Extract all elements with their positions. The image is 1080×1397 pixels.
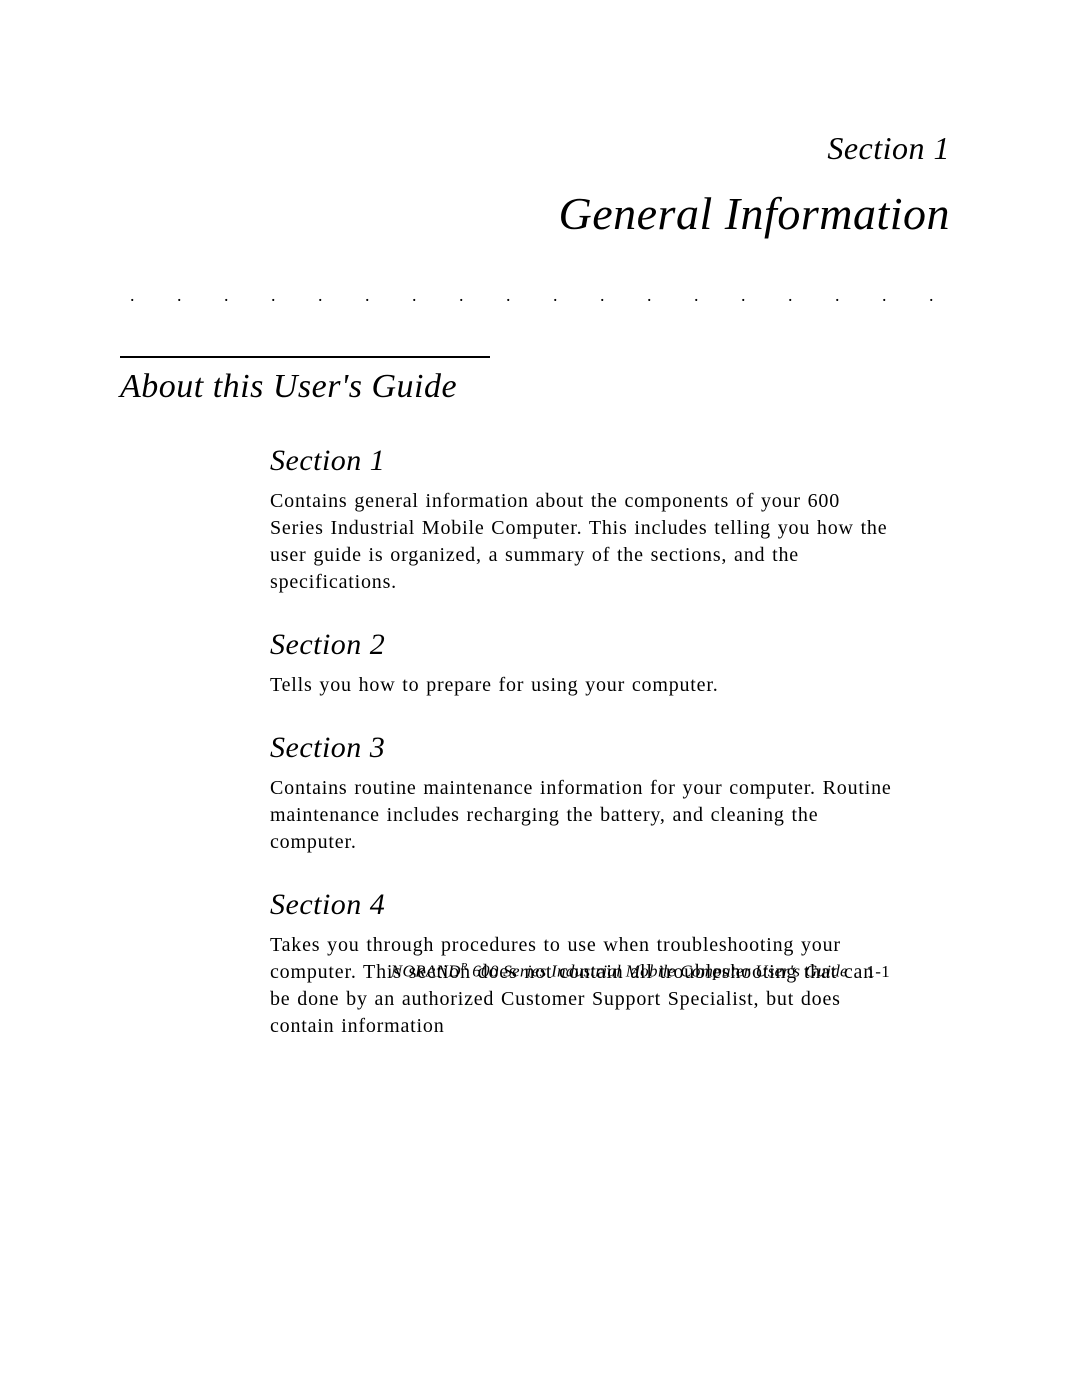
section-2-title: Section 2: [270, 628, 900, 662]
section-4-title: Section 4: [270, 888, 900, 922]
content-block: Section 1 Contains general information a…: [270, 444, 900, 1040]
section-2-body: Tells you how to prepare for using your …: [270, 672, 900, 699]
section-3-title: Section 3: [270, 731, 900, 765]
section-1-title: Section 1: [270, 444, 900, 478]
dotted-rule: . . . . . . . . . . . . . . . . . . . . …: [120, 285, 960, 306]
page-footer: NORANDR 600 Series Industrial Mobile Com…: [120, 961, 960, 982]
section-label: Section 1: [120, 130, 950, 167]
section-1-body: Contains general information about the c…: [270, 488, 900, 596]
short-rule: [120, 356, 490, 358]
chapter-title: General Information: [120, 187, 950, 240]
section-3-body: Contains routine maintenance information…: [270, 775, 900, 856]
about-heading: About this User's Guide: [120, 368, 960, 406]
footer-brand-sup: R: [461, 961, 468, 973]
section-4-body: Takes you through procedures to use when…: [270, 932, 900, 1040]
footer-brand: NORAND: [391, 962, 461, 981]
footer-rest: 600 Series Industrial Mobile Computer Us…: [468, 962, 848, 981]
footer-page-number: 1-1: [866, 962, 890, 981]
document-page: Section 1 General Information . . . . . …: [0, 0, 1080, 1397]
